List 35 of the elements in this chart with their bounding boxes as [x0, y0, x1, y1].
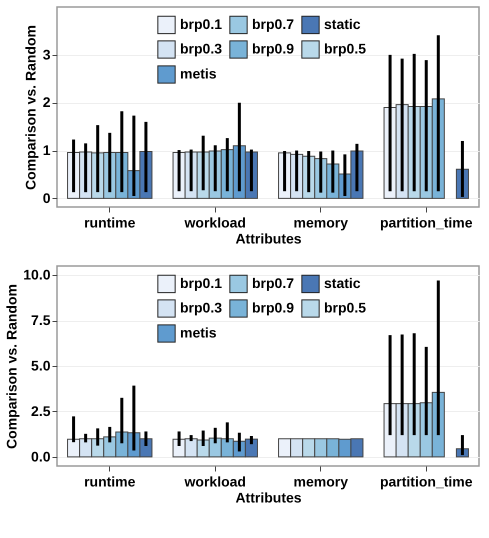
- legend-label: brp0.5: [324, 40, 366, 56]
- x-tick-label: memory: [294, 474, 348, 490]
- legend-label: metis: [180, 66, 217, 82]
- x-tick-label: workload: [184, 214, 246, 230]
- y-tick-label: 5.0: [31, 358, 51, 374]
- y-tick-label: 7.5: [31, 312, 51, 328]
- y-axis-title: Comparison vs. Random: [3, 284, 20, 449]
- y-tick-label: 0: [42, 190, 51, 206]
- y-tick-label: 1: [42, 142, 51, 158]
- y-tick-label: 3: [42, 46, 51, 62]
- y-axis-title: Comparison vs. Random: [22, 25, 39, 190]
- legend-label: brp0.1: [180, 274, 222, 291]
- legend-label: static: [324, 16, 361, 32]
- y-tick-label: 2.5: [31, 402, 51, 419]
- y-tick-label: 0.0: [31, 448, 51, 464]
- x-axis-title: Attributes: [235, 230, 302, 246]
- legend-label: brp0.7: [252, 274, 294, 291]
- legend-label: brp0.5: [324, 300, 366, 316]
- x-tick-label: workload: [184, 474, 246, 490]
- legend-label: static: [324, 274, 361, 291]
- x-tick-label: partition_time: [380, 214, 473, 230]
- legend-label: brp0.9: [252, 40, 294, 56]
- legend-label: brp0.3: [180, 300, 222, 316]
- y-tick-label: 2: [42, 94, 51, 110]
- x-axis-title: Attributes: [235, 490, 302, 506]
- legend-label: brp0.7: [252, 16, 294, 32]
- legend-label: metis: [180, 324, 217, 340]
- x-tick-label: runtime: [84, 214, 136, 230]
- legend-label: brp0.3: [180, 40, 222, 56]
- x-tick-label: memory: [294, 214, 348, 230]
- y-tick-label: 10.0: [23, 266, 51, 283]
- x-tick-label: partition_time: [380, 474, 473, 490]
- legend-label: brp0.1: [180, 16, 222, 32]
- x-tick-label: runtime: [84, 474, 136, 490]
- legend-label: brp0.9: [252, 300, 294, 316]
